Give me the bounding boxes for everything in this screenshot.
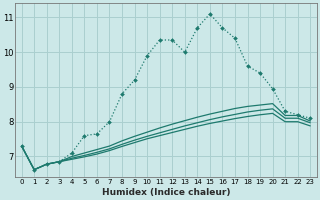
X-axis label: Humidex (Indice chaleur): Humidex (Indice chaleur) bbox=[102, 188, 230, 197]
